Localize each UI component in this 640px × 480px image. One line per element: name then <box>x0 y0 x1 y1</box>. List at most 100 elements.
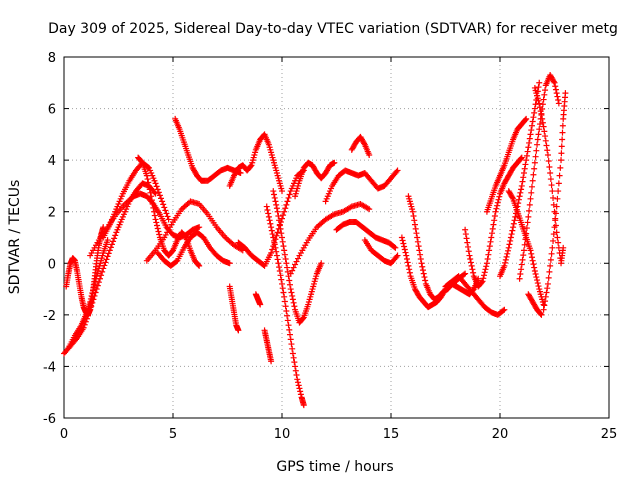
data-point <box>529 177 536 184</box>
data-point-fill <box>554 93 561 100</box>
data-point <box>148 193 155 200</box>
data-point-fill <box>487 238 494 245</box>
data-point-fill <box>532 101 539 108</box>
data-point-fill <box>533 274 540 281</box>
data-point-fill <box>545 274 552 281</box>
data-point-fill <box>294 255 301 262</box>
data-point-fill <box>290 354 297 361</box>
series-sat-25 <box>442 273 508 318</box>
series-sat-08 <box>154 229 233 269</box>
data-point-fill <box>539 119 546 126</box>
data-point-fill <box>295 382 302 389</box>
data-point <box>392 244 399 251</box>
data-point <box>414 234 421 241</box>
data-point-fill <box>156 192 163 199</box>
data-point-fill <box>111 235 118 242</box>
data-point-fill <box>507 234 514 241</box>
data-point <box>534 141 541 148</box>
y-axis-ticks: -6 -4 -2 0 2 4 6 8 <box>43 51 609 427</box>
series-sat-21 <box>348 133 373 158</box>
data-point-fill <box>534 136 541 143</box>
data-point-fill <box>271 237 278 244</box>
data-point <box>152 180 159 187</box>
data-point-fill <box>525 144 532 151</box>
data-point-fill <box>163 210 170 217</box>
data-point-fill <box>464 239 471 246</box>
data-point-fill <box>393 253 400 260</box>
data-point-fill <box>276 264 283 271</box>
data-point <box>272 244 279 251</box>
data-point-fill <box>490 221 497 228</box>
data-point-fill <box>289 345 296 352</box>
data-point-fill <box>541 91 548 98</box>
data-point-fill <box>520 252 527 259</box>
data-point-fill <box>468 262 475 269</box>
data-point-fill <box>400 240 407 247</box>
data-point-fill <box>99 268 106 275</box>
data-point-fill <box>558 150 565 157</box>
data-point <box>538 311 545 318</box>
data-point-fill <box>555 239 562 246</box>
data-point-fill <box>279 280 285 287</box>
data-point-fill <box>547 256 554 263</box>
data-point-fill <box>149 200 156 207</box>
data-point-fill <box>523 230 530 237</box>
data-point-fill <box>550 237 557 244</box>
data-point-fill <box>147 189 154 196</box>
data-point-fill <box>543 142 550 149</box>
data-point <box>540 301 547 308</box>
data-point-fill <box>534 280 541 287</box>
data-point-fill <box>300 315 307 322</box>
series-sat-11 <box>235 167 307 269</box>
data-point-fill <box>540 96 547 103</box>
data-point <box>553 203 560 210</box>
y-tick-label: -4 <box>43 360 56 375</box>
data-point-fill <box>550 194 557 201</box>
data-point-fill <box>527 195 534 202</box>
data-point-fill <box>401 246 408 253</box>
data-point-fill <box>518 186 525 193</box>
data-point <box>283 260 290 267</box>
series-sat-06 <box>135 154 203 269</box>
data-point-fill <box>361 140 368 147</box>
data-point-fill <box>517 189 524 196</box>
data-point <box>479 278 486 285</box>
data-point-fill <box>277 225 284 232</box>
data-point-fill <box>470 269 477 276</box>
data-point-fill <box>288 341 295 348</box>
data-point-fill <box>552 217 559 224</box>
grid <box>64 57 609 418</box>
data-point-fill <box>421 274 428 281</box>
series-sat-33 <box>525 291 545 318</box>
data-point-fill <box>284 198 291 205</box>
data-point-fill <box>463 235 470 242</box>
data-point-fill <box>528 183 535 190</box>
x-tick-label: 15 <box>383 427 400 442</box>
data-point-fill <box>489 225 496 232</box>
data-point-fill <box>273 201 280 208</box>
y-tick-label: 6 <box>48 103 56 118</box>
data-point-fill <box>296 385 303 392</box>
data-point-fill <box>273 232 280 239</box>
data-point <box>279 188 285 195</box>
data-point-fill <box>531 264 538 271</box>
data-point-fill <box>557 164 564 171</box>
data-point-fill <box>461 271 468 278</box>
data-point <box>518 154 525 161</box>
data-point <box>409 208 416 215</box>
data-point-fill <box>289 292 296 299</box>
data-point-fill <box>530 114 537 121</box>
data-point-fill <box>532 153 539 160</box>
data-point-fill <box>413 230 420 237</box>
data-point <box>331 159 338 166</box>
data-point-fill <box>297 388 304 395</box>
series-sat-16 <box>263 203 307 409</box>
data-point <box>394 167 401 174</box>
y-tick-label: 8 <box>48 51 56 66</box>
data-point-fill <box>535 84 542 91</box>
data-point-fill <box>542 137 549 144</box>
data-point-fill <box>411 221 418 228</box>
data-point-fill <box>273 248 280 255</box>
data-point-fill <box>547 262 554 269</box>
